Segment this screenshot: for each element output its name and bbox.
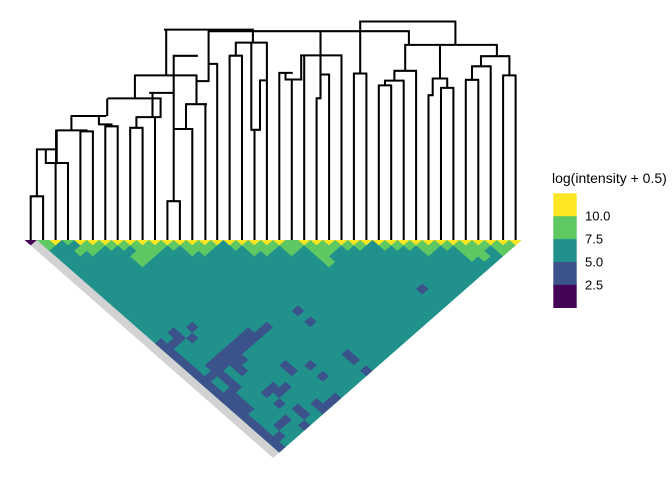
svg-text:5.0: 5.0 — [585, 254, 603, 269]
svg-text:log(intensity + 0.5): log(intensity + 0.5) — [552, 170, 667, 186]
svg-text:2.5: 2.5 — [585, 277, 603, 292]
svg-text:7.5: 7.5 — [585, 232, 603, 247]
svg-text:10.0: 10.0 — [585, 209, 610, 224]
